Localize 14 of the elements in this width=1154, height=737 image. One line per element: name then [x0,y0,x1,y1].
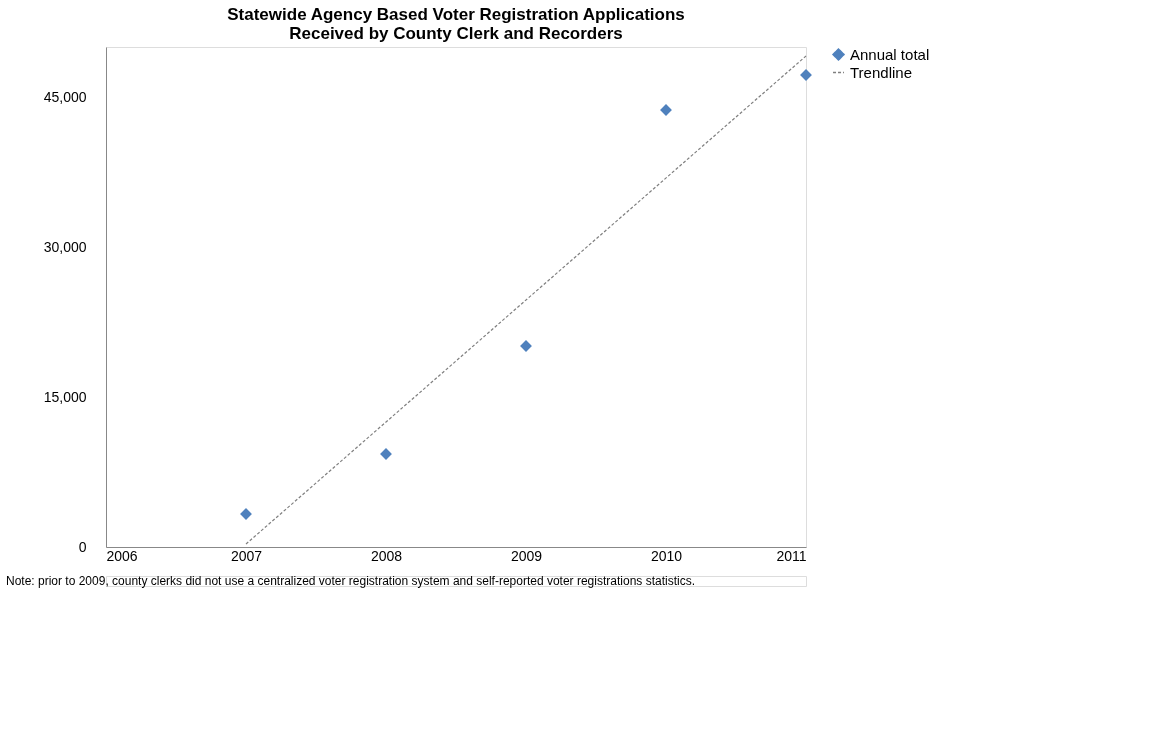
y-tick-label: 30,000 [43,238,87,255]
legend-label: Trendline [850,63,912,81]
y-tick-label: 15,000 [43,388,87,405]
x-tick-label: 2009 [510,547,543,564]
x-tick-label: 2010 [650,547,683,564]
legend-label: Annual total [850,45,930,63]
y-tick-label: 0 [78,538,87,555]
x-tick-label: 2006 [106,547,138,564]
chart-title: Statewide Agency Based Voter Registration Applications Received by County Clerk and Recorders [227,5,685,43]
x-tick-label: 2011 [776,547,807,564]
x-tick-label: 2007 [230,547,263,564]
y-tick-label: 45,000 [43,88,87,105]
text: Note: prior to 2009, county clerks did not use a centralized voter registration system and self-reported voter registrations statistics. [6,574,695,588]
x-tick-label: 2008 [370,547,403,564]
